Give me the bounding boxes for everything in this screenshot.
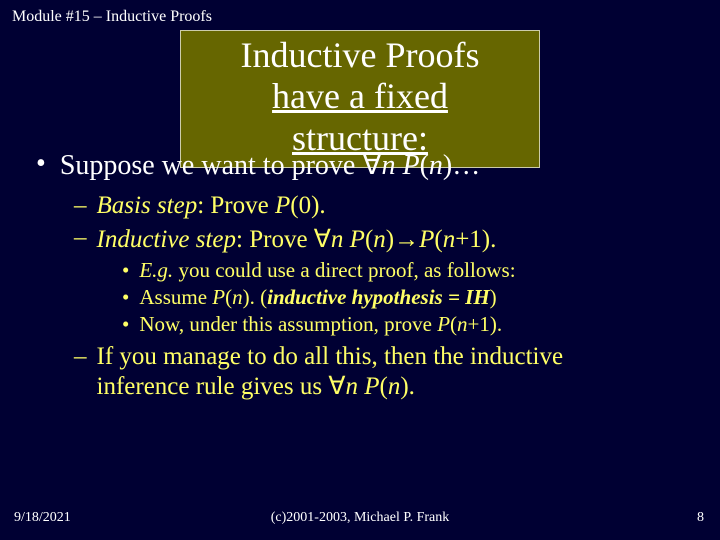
- text-span: : Prove ∀: [236, 226, 331, 253]
- ellipsis: …: [452, 150, 480, 181]
- sub-bullet-assume: • Assume P(n). (inductive hypothesis = I…: [122, 285, 696, 310]
- bullet-conclusion: – If you manage to do all this, then the…: [74, 343, 696, 401]
- dash-icon: –: [74, 343, 87, 401]
- paren-n: (n).: [379, 373, 414, 400]
- dash-icon: –: [74, 192, 87, 220]
- text-line-2a: inference rule gives us ∀: [97, 373, 346, 400]
- dash-icon: –: [74, 224, 87, 254]
- inductive-text: Inductive step: Prove ∀n P(n)→P(n+1).: [97, 224, 497, 254]
- var-nP: n P: [345, 373, 379, 400]
- text-span: you could use a direct proof, as follows…: [173, 258, 515, 282]
- text-span: Now, under this assumption, prove: [139, 312, 437, 336]
- bullet-dot-icon: •: [122, 258, 129, 283]
- title-line-2: have a fixed structure:: [219, 76, 501, 159]
- ih-label: inductive hypothesis = IH: [267, 285, 490, 309]
- module-label: Module #15 – Inductive Proofs: [12, 8, 212, 26]
- text-line-1: If you manage to do all this, then the i…: [97, 343, 564, 370]
- bullet-inductive: – Inductive step: Prove ∀n P(n)→P(n+1).: [74, 224, 696, 254]
- bullet-suppose-text: Suppose we want to prove ∀n P(n)…: [60, 148, 480, 182]
- var-n: n: [381, 150, 395, 181]
- forall-symbol: ∀: [362, 150, 381, 181]
- text-span: Assume: [139, 285, 212, 309]
- var-n: n: [429, 150, 443, 181]
- text-span: ): [490, 285, 497, 309]
- sub-bullet-now: • Now, under this assumption, prove P(n+…: [122, 312, 696, 337]
- paren-n1: (n+1).: [434, 226, 496, 253]
- sub-assume-text: Assume P(n). (inductive hypothesis = IH): [139, 285, 496, 310]
- basis-text: Basis step: Prove P(0).: [97, 192, 326, 220]
- footer-page-number: 8: [697, 510, 704, 526]
- eg-label: E.g.: [139, 258, 173, 282]
- var-P: P: [419, 226, 434, 253]
- title-line-1: Inductive Proofs: [219, 35, 501, 76]
- paren-n: (n): [365, 226, 394, 253]
- text-span: (0).: [290, 192, 325, 219]
- text-span: (: [255, 285, 267, 309]
- sub-now-text: Now, under this assumption, prove P(n+1)…: [139, 312, 502, 337]
- bullet-dot-icon: •: [122, 312, 129, 337]
- bullet-dot-icon: •: [36, 148, 46, 182]
- paren-n: (n): [420, 150, 453, 181]
- content-area: • Suppose we want to prove ∀n P(n)… – Ba…: [36, 148, 696, 405]
- sub-eg-text: E.g. you could use a direct proof, as fo…: [139, 258, 515, 283]
- paren-n: (n).: [225, 285, 255, 309]
- text-span: Suppose we want to prove: [60, 150, 363, 181]
- basis-label: Basis step: [97, 192, 198, 219]
- footer-date: 9/18/2021: [14, 510, 71, 526]
- text-span: : Prove: [197, 192, 275, 219]
- var-P: P: [275, 192, 290, 219]
- paren-n1: (n+1).: [450, 312, 502, 336]
- var-P: P: [212, 285, 225, 309]
- bullet-suppose: • Suppose we want to prove ∀n P(n)…: [36, 148, 696, 182]
- conclusion-text: If you manage to do all this, then the i…: [97, 343, 564, 401]
- arrow-symbol: →: [394, 226, 419, 253]
- sub-bullet-eg: • E.g. you could use a direct proof, as …: [122, 258, 696, 283]
- inductive-label: Inductive step: [97, 226, 237, 253]
- footer-copyright: (c)2001-2003, Michael P. Frank: [271, 510, 449, 526]
- bullet-dot-icon: •: [122, 285, 129, 310]
- bullet-basis: – Basis step: Prove P(0).: [74, 192, 696, 220]
- var-P: P: [395, 150, 419, 181]
- var-nP: n P: [331, 226, 365, 253]
- var-P: P: [437, 312, 450, 336]
